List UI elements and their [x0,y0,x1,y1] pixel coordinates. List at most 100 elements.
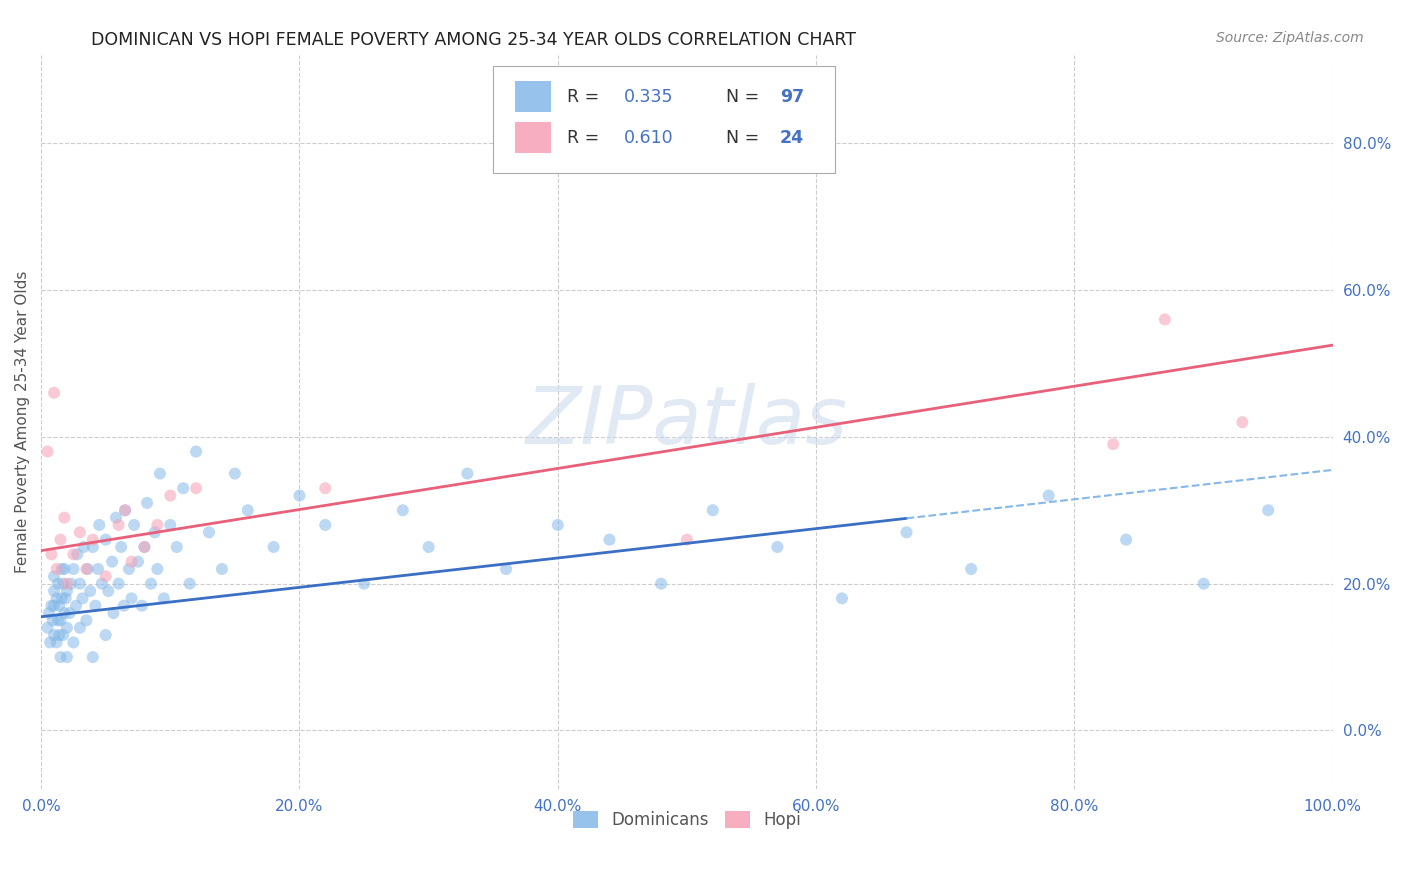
Point [391,503,413,517]
Point [56,576,79,591]
Point [702,503,724,517]
Point [53,510,76,524]
Point [121,555,143,569]
Point [1192,576,1215,591]
Point [960,562,983,576]
Point [224,467,246,481]
Point [547,518,569,533]
Point [263,540,285,554]
Point [288,489,311,503]
Point [101,555,124,569]
Point [42,584,65,599]
Point [53,606,76,620]
Text: 0.610: 0.610 [624,129,673,147]
Text: DOMINICAN VS HOPI FEMALE POVERTY AMONG 25-34 YEAR OLDS CORRELATION CHART: DOMINICAN VS HOPI FEMALE POVERTY AMONG 2… [91,31,856,49]
Point [76,562,98,576]
Point [84,599,107,613]
Point [139,576,162,591]
Point [46,576,69,591]
Point [831,591,853,606]
Point [48,599,70,613]
Text: Source: ZipAtlas.com: Source: ZipAtlas.com [1216,31,1364,45]
Text: 97: 97 [780,88,804,106]
FancyBboxPatch shape [515,122,551,153]
Y-axis label: Female Poverty Among 25-34 Year Olds: Female Poverty Among 25-34 Year Olds [15,271,30,574]
Point [766,540,789,554]
Point [51,562,73,576]
Point [1257,503,1279,517]
Point [73,540,96,554]
Point [41,547,63,561]
FancyBboxPatch shape [515,81,551,112]
Point [184,481,207,495]
Point [1232,415,1254,429]
Point [42,569,65,583]
Point [134,540,156,554]
Point [650,576,672,591]
Point [179,576,201,591]
Point [52,628,75,642]
Point [52,576,75,591]
Point [37,444,59,458]
Point [46,613,69,627]
Point [114,503,136,517]
Point [56,650,79,665]
Point [236,503,259,517]
Point [56,584,79,599]
Point [105,510,128,524]
Point [90,576,112,591]
Point [39,635,62,649]
Point [66,547,89,561]
Point [55,591,77,606]
Point [314,518,336,533]
Point [198,525,221,540]
Point [53,562,76,576]
Point [598,533,620,547]
Point [122,518,145,533]
Point [69,621,91,635]
Point [89,518,111,533]
Point [1038,489,1060,503]
Point [82,540,104,554]
Point [62,562,84,576]
Point [146,518,169,533]
Point [184,444,207,458]
Point [38,606,60,620]
Point [75,613,97,627]
Point [48,628,70,642]
Legend: Dominicans, Hopi: Dominicans, Hopi [567,805,808,836]
Point [146,562,169,576]
Point [69,525,91,540]
Point [127,555,149,569]
Point [87,562,110,576]
Point [211,562,233,576]
Point [94,628,117,642]
Point [72,591,94,606]
Point [42,599,65,613]
Point [495,562,517,576]
Point [166,540,188,554]
Point [456,467,478,481]
Point [149,467,172,481]
Point [314,481,336,495]
Point [143,525,166,540]
Point [136,496,159,510]
Point [1153,312,1175,326]
Text: N =: N = [716,129,765,147]
Text: R =: R = [567,129,605,147]
Point [107,518,129,533]
Point [42,613,65,627]
Point [82,533,104,547]
Text: 24: 24 [780,129,804,147]
Point [42,628,65,642]
Point [49,613,72,627]
Point [134,540,156,554]
Point [153,591,176,606]
Point [172,481,194,495]
Point [49,533,72,547]
Point [110,540,132,554]
Point [75,562,97,576]
Point [49,650,72,665]
Point [676,533,699,547]
Point [62,635,84,649]
